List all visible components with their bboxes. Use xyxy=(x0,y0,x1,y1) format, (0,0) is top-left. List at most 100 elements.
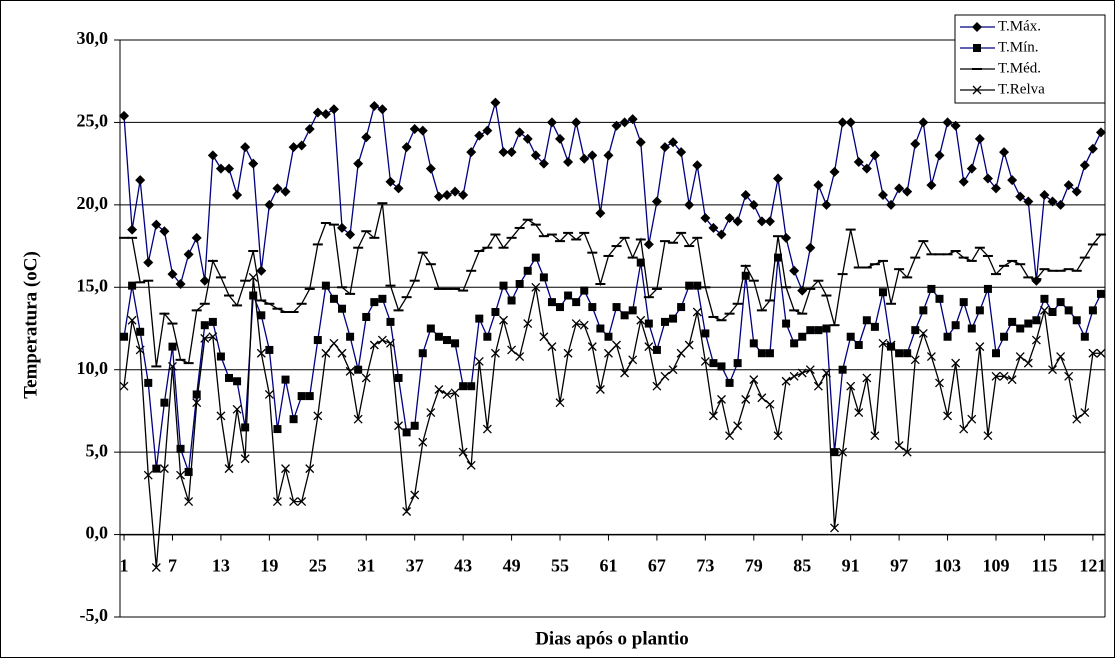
point xyxy=(135,345,145,355)
point xyxy=(821,368,831,378)
x-axis-title: Dias após o plantio xyxy=(535,628,689,649)
point xyxy=(160,398,169,407)
point xyxy=(241,423,250,432)
point xyxy=(822,324,831,333)
x-tick-label: 79 xyxy=(745,556,763,576)
point xyxy=(596,324,605,333)
legend-label: T.Méd. xyxy=(998,60,1041,76)
point xyxy=(725,431,735,441)
point xyxy=(523,319,533,329)
point xyxy=(959,424,969,434)
point xyxy=(571,117,582,128)
point xyxy=(668,137,679,148)
point xyxy=(207,150,218,161)
legend-marker xyxy=(972,22,982,32)
point xyxy=(289,497,299,507)
point xyxy=(700,357,710,366)
point xyxy=(328,104,339,115)
x-tick-label: 97 xyxy=(890,556,908,576)
x-tick-label: 109 xyxy=(983,556,1010,576)
legend: T.Máx. T.Mín. T.Méd. T.Relva xyxy=(954,14,1106,104)
point xyxy=(563,156,574,167)
point xyxy=(651,196,662,207)
point xyxy=(362,312,371,321)
point xyxy=(1072,414,1082,424)
point xyxy=(781,232,792,243)
point xyxy=(571,319,581,329)
point xyxy=(684,199,695,210)
point xyxy=(612,340,621,350)
point xyxy=(167,269,178,280)
point xyxy=(749,339,758,348)
point xyxy=(377,335,387,345)
point xyxy=(782,319,791,328)
point xyxy=(894,441,904,451)
point xyxy=(546,117,557,128)
point xyxy=(781,376,791,386)
point xyxy=(975,342,985,352)
point xyxy=(305,392,314,401)
point xyxy=(491,308,500,317)
point xyxy=(870,322,879,331)
point xyxy=(1008,317,1017,326)
point xyxy=(338,304,347,313)
point xyxy=(1096,348,1106,358)
point xyxy=(1064,371,1074,381)
point xyxy=(451,339,460,348)
point xyxy=(370,298,379,307)
point xyxy=(861,163,872,174)
point xyxy=(248,272,258,282)
point xyxy=(151,563,161,573)
point xyxy=(659,142,670,153)
point xyxy=(159,226,170,237)
point xyxy=(159,464,169,474)
y-axis-title: Temperatura (oC) xyxy=(20,251,41,399)
point xyxy=(741,271,750,280)
legend-marker xyxy=(972,85,982,95)
point xyxy=(724,213,735,224)
y-tick-label: 5,0 xyxy=(86,440,109,460)
point xyxy=(507,345,517,355)
point xyxy=(136,327,145,336)
point xyxy=(1024,319,1033,328)
point xyxy=(394,421,404,431)
point xyxy=(458,447,468,457)
point xyxy=(312,107,323,118)
point xyxy=(1072,316,1081,325)
point xyxy=(628,355,638,365)
x-tick-label: 1 xyxy=(120,556,129,576)
point xyxy=(467,382,476,391)
point xyxy=(232,404,242,414)
point xyxy=(337,348,347,358)
point xyxy=(717,394,726,404)
point xyxy=(215,163,226,174)
point xyxy=(748,199,759,210)
point xyxy=(1039,189,1050,200)
point xyxy=(224,373,233,382)
point xyxy=(854,340,863,349)
point xyxy=(288,142,299,153)
x-tick-label: 103 xyxy=(934,556,961,576)
point xyxy=(862,373,872,383)
point xyxy=(474,130,485,141)
point xyxy=(628,306,637,315)
point xyxy=(386,338,395,348)
point xyxy=(926,180,937,191)
point xyxy=(208,332,218,342)
point xyxy=(813,381,823,391)
point xyxy=(580,286,589,295)
point xyxy=(377,104,388,115)
point xyxy=(701,329,710,338)
point xyxy=(604,332,613,341)
point xyxy=(522,133,533,144)
point xyxy=(733,359,742,368)
point xyxy=(385,176,396,187)
x-tick-label: 25 xyxy=(309,556,327,576)
point xyxy=(846,332,855,341)
point xyxy=(297,497,307,507)
point xyxy=(684,340,694,350)
point xyxy=(870,431,880,441)
point xyxy=(1015,352,1025,361)
point xyxy=(943,411,953,421)
point xyxy=(280,186,291,197)
